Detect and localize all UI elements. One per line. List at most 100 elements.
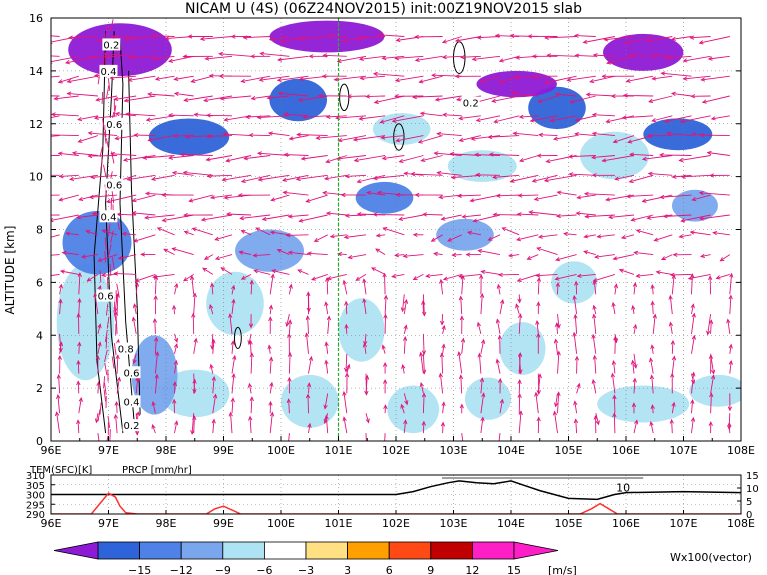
wind-vector-head xyxy=(727,406,733,412)
wind-vector xyxy=(729,344,732,354)
wind-vector xyxy=(681,174,711,178)
wind-vector xyxy=(621,234,635,239)
wind-vector xyxy=(239,251,252,256)
wind-vector xyxy=(343,391,348,414)
wind-vector-head xyxy=(391,118,397,123)
wind-vector-head xyxy=(554,92,560,97)
wind-vector xyxy=(105,138,110,151)
wind-vector-head xyxy=(296,132,301,137)
wind-vector-head xyxy=(466,230,473,235)
wind-vector-head xyxy=(77,297,82,303)
wind-vector xyxy=(413,95,443,98)
contour-label-bg xyxy=(96,289,115,302)
contour-label: 0.6 xyxy=(124,368,140,379)
wind-vector-head xyxy=(518,410,523,416)
wind-vector xyxy=(132,212,156,216)
wind-vector xyxy=(614,336,616,354)
wind-vector xyxy=(665,55,692,59)
wind-vector xyxy=(125,36,156,40)
wind-vector-head xyxy=(671,355,677,361)
bottom-x-tick-label: 99E xyxy=(213,517,234,530)
wind-vector-head xyxy=(323,418,328,425)
wind-vector-head xyxy=(422,369,427,375)
wind-vector-head xyxy=(145,117,151,122)
wind-vector xyxy=(250,280,253,295)
bottom-left-tick-label: 300 xyxy=(26,491,45,502)
wind-vector-head xyxy=(439,278,444,284)
wind-vector xyxy=(534,194,558,201)
wind-vector xyxy=(419,75,443,83)
wind-vector xyxy=(476,174,501,176)
wind-vector xyxy=(371,267,386,275)
wind-vector-head xyxy=(221,177,227,182)
wind-vector-head xyxy=(240,275,246,280)
wind-vector-head xyxy=(450,175,456,180)
wind-vector xyxy=(316,135,347,139)
wind-vector xyxy=(260,52,290,57)
wind-vector xyxy=(244,155,271,160)
wind-vector-head xyxy=(223,117,229,122)
wind-vector xyxy=(288,284,292,295)
wind-vector-head xyxy=(641,156,647,161)
wind-vector-head xyxy=(620,235,626,240)
wind-vector-head xyxy=(690,132,696,137)
wind-vector-head xyxy=(346,94,352,99)
wind-vector xyxy=(338,253,347,256)
wind-vector xyxy=(343,280,348,295)
wind-vector-head xyxy=(509,33,515,39)
wind-vector-head xyxy=(419,351,424,357)
wind-vector-head xyxy=(556,190,562,195)
wind-vector-head xyxy=(552,136,558,141)
wind-vector-head xyxy=(538,132,544,138)
wind-vector xyxy=(537,95,558,103)
wind-vector xyxy=(363,279,367,295)
wind-vector-head xyxy=(140,252,146,257)
wind-vector-head xyxy=(308,54,314,59)
wind-vector-head xyxy=(225,211,231,217)
wind-vector-head xyxy=(400,307,405,313)
wind-vector-head xyxy=(282,190,288,195)
wind-vector xyxy=(210,364,214,374)
wind-vector xyxy=(271,194,290,201)
wind-vector xyxy=(557,392,560,414)
wind-vector-head xyxy=(513,75,519,80)
wind-vector xyxy=(518,353,522,374)
wind-vector xyxy=(211,333,214,349)
wind-vector-head xyxy=(412,232,418,237)
wind-vector xyxy=(583,250,596,256)
wind-vector-head xyxy=(430,237,436,242)
wind-vector xyxy=(384,295,387,315)
wind-vector-head xyxy=(29,136,33,140)
wind-vector xyxy=(360,75,386,79)
wind-vector xyxy=(652,75,673,80)
wind-vector-head xyxy=(700,77,706,82)
wind-vector xyxy=(442,402,445,414)
wind-vector-head xyxy=(237,193,243,198)
wind-vector-head xyxy=(627,139,633,144)
wind-vector-head xyxy=(441,39,447,44)
wind-vector-head xyxy=(95,354,101,360)
wind-vector xyxy=(651,375,654,394)
contour-loop xyxy=(233,326,242,349)
wind-vector xyxy=(575,54,596,57)
wind-vector xyxy=(480,293,483,315)
wind-vector xyxy=(518,294,521,303)
wind-vector-head xyxy=(68,35,74,40)
wind-vector-head xyxy=(591,378,596,384)
wind-vector xyxy=(556,214,577,217)
wind-vector-head xyxy=(147,92,153,97)
wind-vector xyxy=(111,257,115,270)
wind-patch xyxy=(603,33,684,71)
wind-vector-head xyxy=(690,303,695,309)
wind-vector-head xyxy=(200,217,206,222)
wind-vector-head xyxy=(668,321,674,327)
wind-vector-head xyxy=(203,255,209,260)
wind-vector-head xyxy=(678,157,684,163)
wind-vector xyxy=(499,299,504,315)
wind-vector xyxy=(358,36,386,39)
wind-vector xyxy=(359,115,386,120)
wind-vector-head xyxy=(311,276,316,281)
wind-vector-head xyxy=(240,229,246,234)
wind-vector-head xyxy=(114,400,119,406)
